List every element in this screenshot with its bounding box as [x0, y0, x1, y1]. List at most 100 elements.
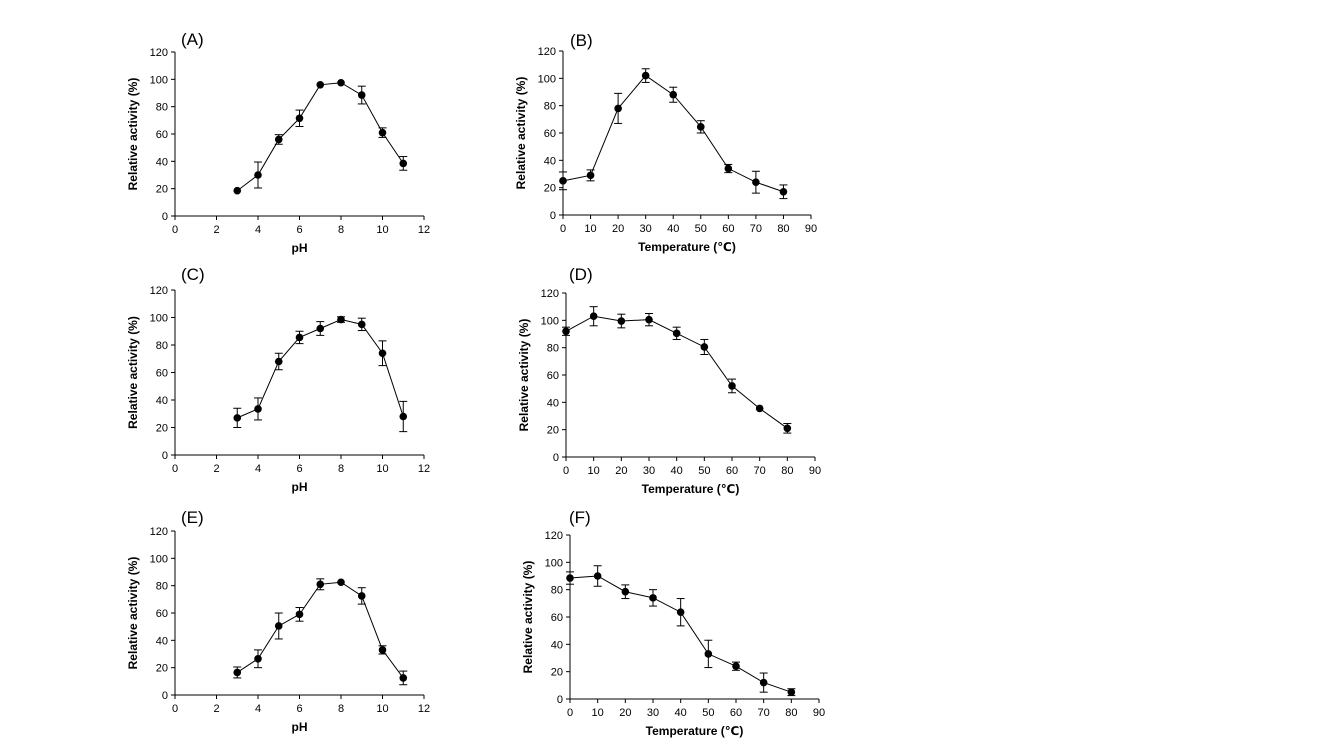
y-tick-label: 80	[156, 102, 168, 114]
data-point	[645, 315, 653, 324]
x-tick-label: 90	[809, 465, 821, 477]
y-tick-label: 40	[551, 639, 563, 651]
data-point	[357, 91, 366, 99]
y-tick-label: 0	[550, 210, 556, 222]
panel-label: (D)	[569, 265, 593, 284]
data-point	[589, 312, 598, 321]
data-point	[755, 404, 764, 413]
x-tick-label: 40	[675, 707, 687, 719]
data-point	[295, 114, 304, 123]
x-tick-label: 70	[750, 223, 762, 235]
data-point	[676, 608, 685, 617]
data-point	[752, 178, 760, 186]
panel-label: (F)	[569, 508, 591, 527]
x-tick-label: 30	[647, 707, 659, 719]
y-axis-title: Relative activity (%)	[126, 78, 140, 191]
y-tick-label: 20	[156, 423, 168, 435]
data-point	[399, 674, 408, 682]
x-tick-label: 30	[640, 223, 652, 235]
x-axis-title: pH	[292, 480, 308, 494]
y-tick-label: 0	[553, 452, 559, 464]
x-tick-label: 90	[805, 223, 817, 235]
x-tick-label: 2	[213, 224, 219, 236]
y-tick-label: 0	[557, 694, 563, 706]
x-tick-label: 6	[296, 463, 302, 475]
y-tick-label: 100	[541, 315, 559, 327]
y-tick-label: 60	[551, 612, 563, 624]
data-point	[779, 187, 788, 196]
x-axis-title: pH	[292, 241, 308, 255]
y-tick-label: 120	[538, 46, 556, 58]
data-point	[254, 654, 262, 663]
y-tick-label: 120	[150, 47, 168, 59]
data-point	[254, 171, 262, 179]
y-tick-label: 80	[156, 581, 168, 593]
x-tick-label: 10	[592, 707, 604, 719]
data-point	[562, 327, 570, 336]
x-tick-label: 90	[813, 707, 825, 719]
y-tick-label: 120	[541, 288, 559, 300]
chart-panel-6: 0 20 40 60 80 100 120 0 10 20 30 40 50 60 70 80 90 Temper…	[521, 508, 825, 738]
data-point	[399, 412, 408, 421]
data-point	[316, 81, 325, 89]
x-axis-title: Temperature (℃)	[646, 724, 744, 738]
x-tick-label: 0	[560, 223, 566, 235]
y-tick-label: 40	[547, 397, 559, 409]
y-tick-label: 0	[162, 450, 168, 462]
data-point	[669, 90, 678, 99]
x-tick-label: 6	[296, 224, 302, 236]
y-tick-label: 40	[544, 155, 556, 167]
x-tick-label: 20	[615, 465, 627, 477]
y-axis-title: Relative activity (%)	[514, 77, 528, 190]
chart-panel-4: 0 20 40 60 80 100 120 0 10 20 30 40 50 60 70 80 90 Temper…	[517, 265, 821, 496]
x-tick-label: 4	[255, 703, 261, 715]
x-tick-label: 40	[667, 223, 679, 235]
panel-label: (C)	[181, 265, 205, 284]
x-tick-label: 60	[726, 465, 738, 477]
series-line	[236, 581, 404, 679]
x-tick-label: 10	[376, 703, 388, 715]
x-tick-label: 10	[584, 223, 596, 235]
data-point	[696, 123, 705, 131]
x-tick-label: 0	[172, 703, 178, 715]
chart-panel-1: 0 20 40 60 80 100 120 0 2 4 6 8 10 12 pH Relative activ…	[126, 30, 430, 255]
y-tick-label: 20	[551, 667, 563, 679]
x-tick-label: 0	[567, 707, 573, 719]
data-point	[337, 78, 345, 87]
data-point	[233, 414, 242, 422]
x-tick-label: 0	[172, 224, 178, 236]
data-point	[566, 574, 574, 582]
x-tick-label: 80	[785, 707, 797, 719]
x-tick-label: 10	[376, 224, 388, 236]
y-tick-label: 80	[551, 585, 563, 597]
x-tick-label: 12	[418, 463, 430, 475]
data-point	[233, 186, 242, 195]
data-point	[357, 592, 366, 600]
x-tick-label: 12	[418, 703, 430, 715]
y-tick-label: 20	[544, 183, 556, 195]
data-point	[724, 164, 733, 173]
data-point	[617, 317, 626, 325]
data-point	[378, 128, 387, 137]
x-tick-label: 4	[255, 224, 261, 236]
x-tick-label: 12	[418, 224, 430, 236]
data-point	[295, 610, 304, 619]
data-point	[378, 349, 387, 358]
y-tick-label: 60	[156, 368, 168, 380]
y-tick-label: 60	[156, 608, 168, 620]
y-tick-label: 40	[156, 395, 168, 407]
y-tick-label: 120	[150, 285, 168, 297]
y-tick-label: 80	[547, 343, 559, 355]
y-tick-label: 60	[156, 129, 168, 141]
x-tick-label: 8	[338, 224, 344, 236]
x-tick-label: 60	[722, 223, 734, 235]
x-tick-label: 50	[702, 707, 714, 719]
x-tick-label: 20	[619, 707, 631, 719]
data-point	[337, 578, 345, 587]
x-tick-label: 10	[588, 465, 600, 477]
x-tick-label: 8	[338, 703, 344, 715]
y-tick-label: 20	[547, 425, 559, 437]
x-tick-label: 10	[376, 463, 388, 475]
y-tick-label: 20	[156, 663, 168, 675]
data-point	[641, 71, 650, 80]
